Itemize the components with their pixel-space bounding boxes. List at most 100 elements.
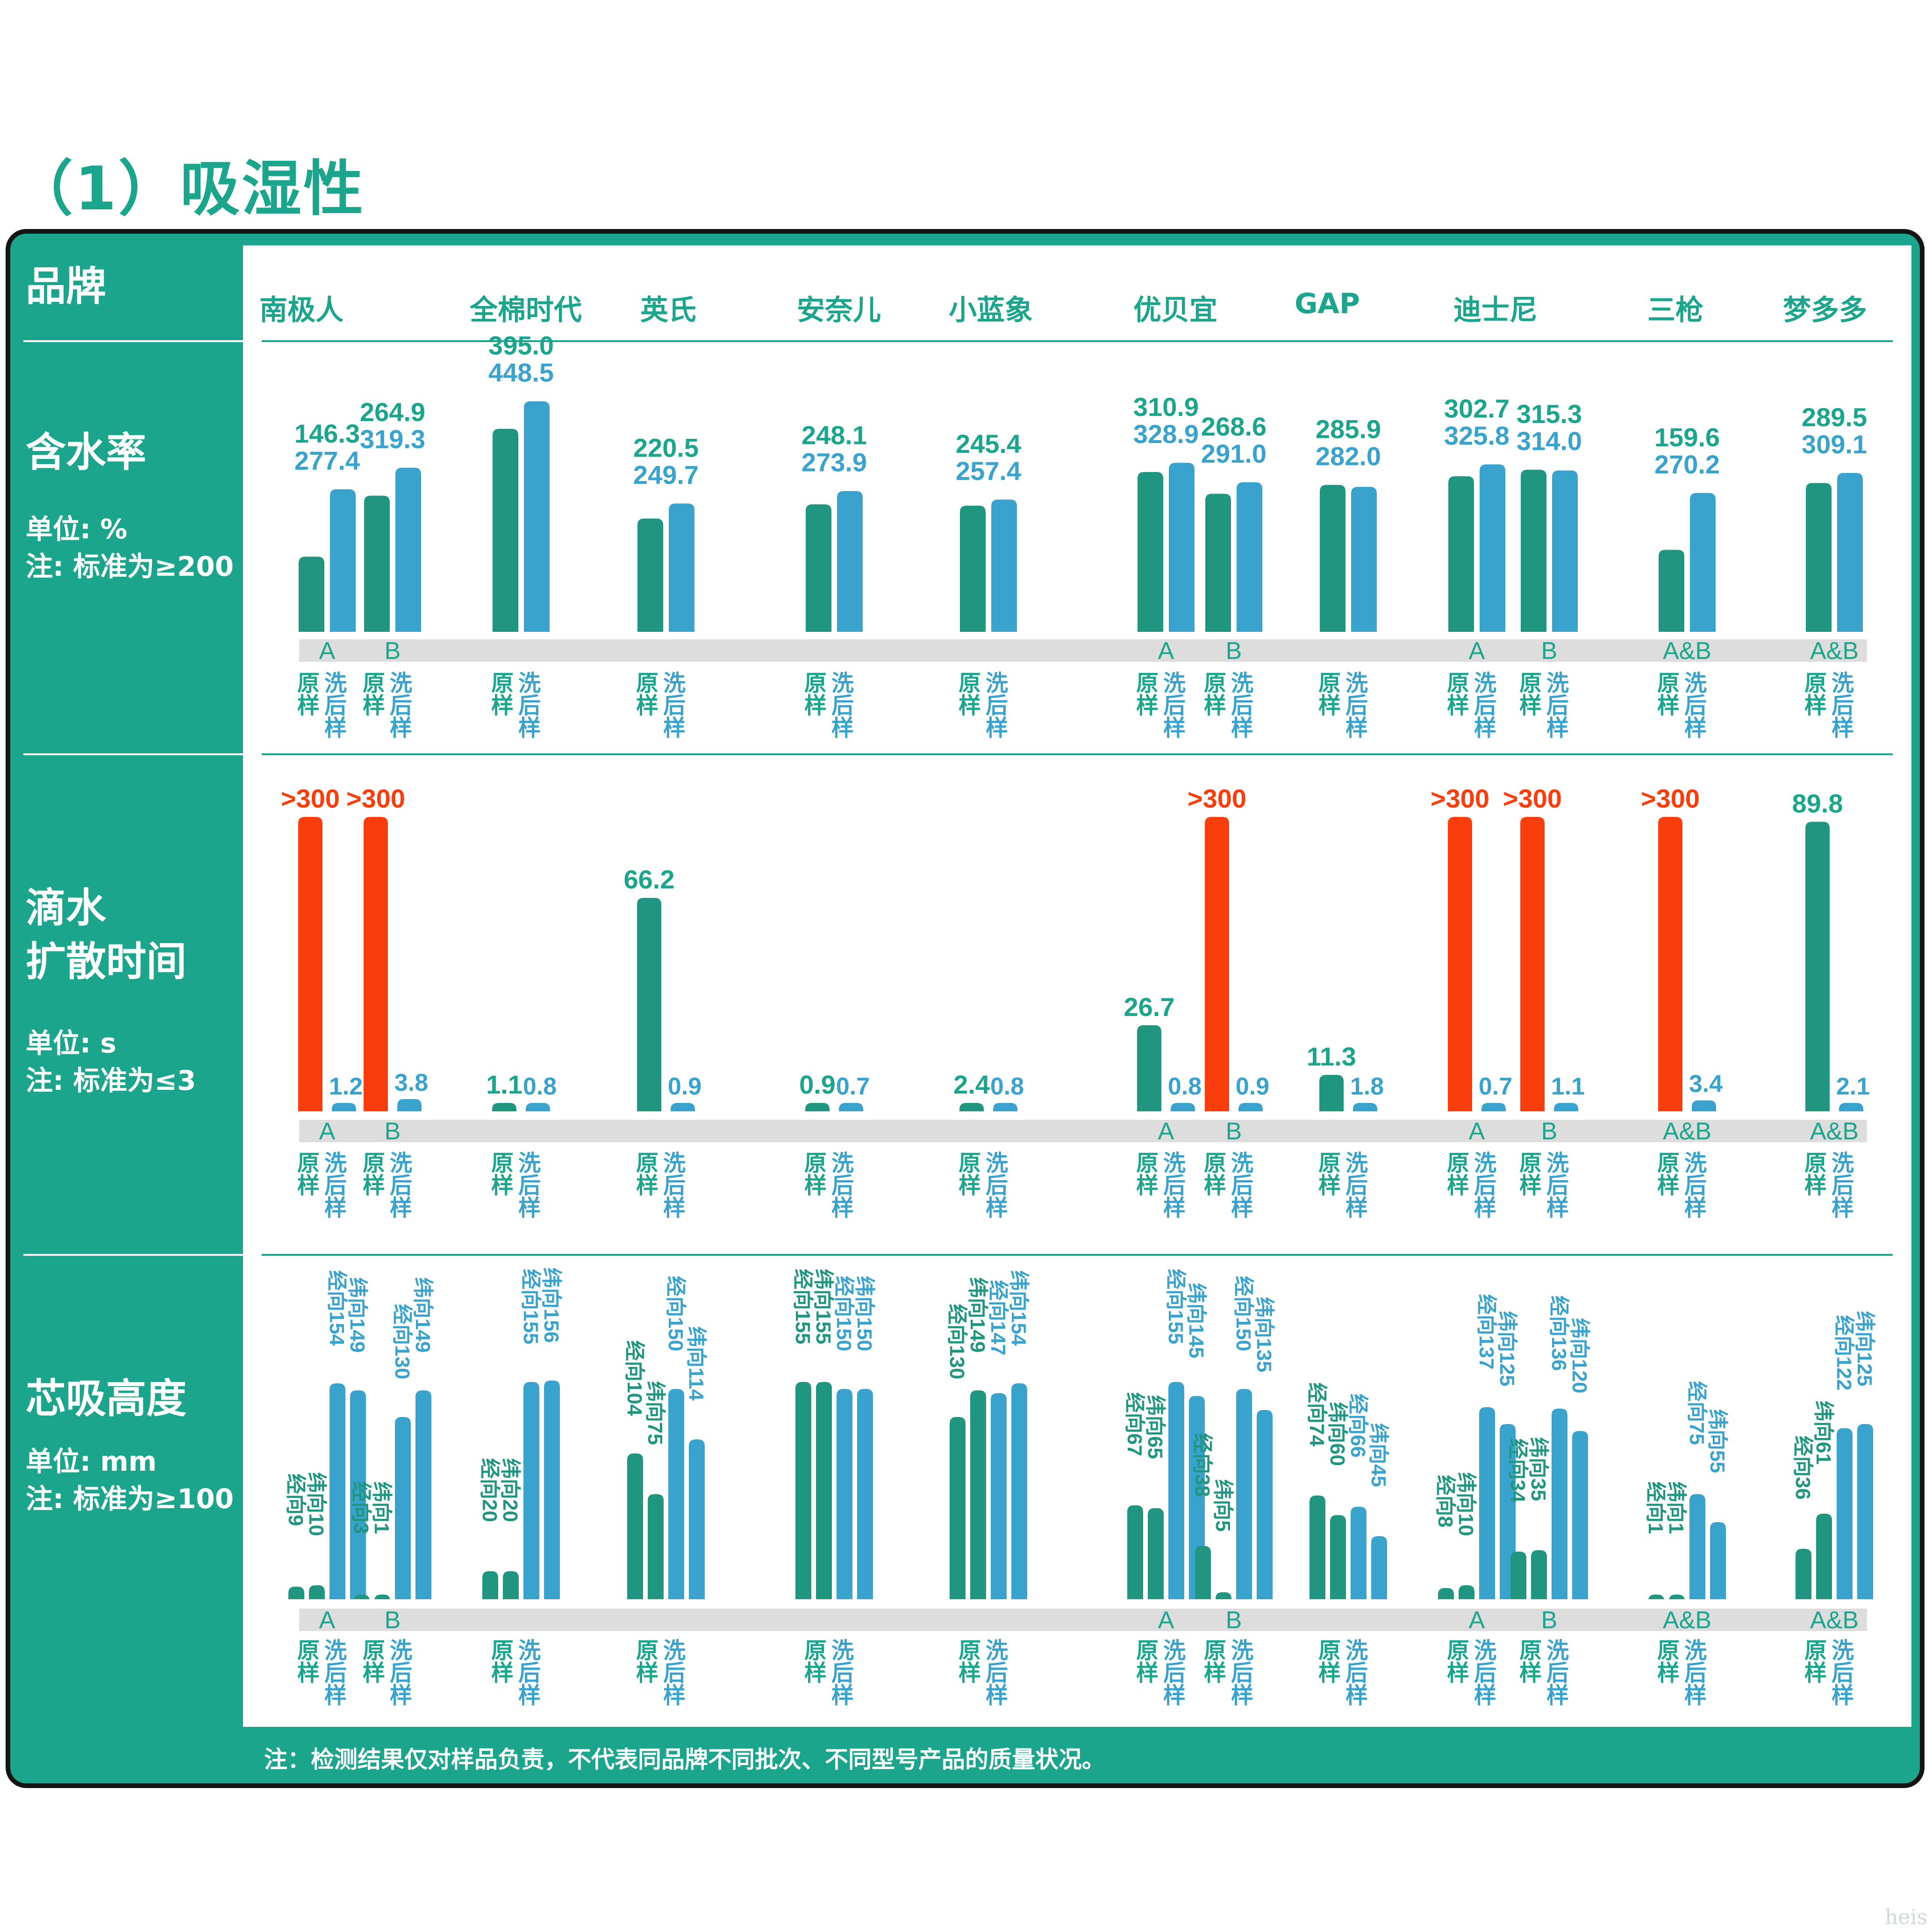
sample-label-washed: 洗 [663, 1639, 686, 1663]
variant-label: A&B [1663, 1118, 1711, 1145]
sample-label-original: 原 [1447, 1639, 1469, 1663]
sample-label-original: 原 [804, 671, 827, 696]
sample-label-washed: 后 [1345, 694, 1368, 718]
moisture-note: 注: 标准为≥200 [26, 551, 234, 582]
sample-label-original: 样 [1318, 1661, 1341, 1686]
variant-label: A&B [1810, 637, 1859, 665]
value-label-diffusion-original: 0.9 [799, 1070, 836, 1099]
sample-label-washed: 样 [663, 1196, 686, 1221]
sample-label-original: 样 [491, 1174, 514, 1198]
bar-wicking-washed-warp [1689, 1494, 1705, 1599]
value-label-wicking-washed-weft: 纬向149 [411, 1277, 434, 1352]
sample-label-washed: 后 [1231, 1661, 1253, 1686]
value-label-wicking-original-weft: 纬向1 [370, 1481, 393, 1534]
sample-label-original: 原 [491, 671, 514, 696]
bar-diffusion-washed [1554, 1103, 1578, 1111]
sample-label-original: 样 [1657, 1174, 1680, 1198]
value-label-wicking-original-warp: 经向9 [284, 1474, 307, 1526]
watermark: heis [1884, 1905, 1927, 1929]
divider [23, 753, 243, 755]
value-label-wicking-original-warp: 经向38 [1191, 1433, 1214, 1497]
bar-wicking-washed-warp [1552, 1409, 1567, 1599]
brand-header: 品牌 [26, 263, 106, 310]
variant-label: A&B [1663, 1607, 1711, 1634]
variant-band [299, 1120, 1867, 1142]
sample-label-washed: 洗 [831, 1151, 854, 1176]
value-label-moisture-original: 245.4 [956, 429, 1021, 458]
sample-label-original: 样 [1657, 1661, 1680, 1686]
value-label-diffusion-original: 89.8 [1792, 788, 1843, 818]
sample-label-washed: 后 [390, 1661, 412, 1686]
bar-diffusion-washed [332, 1103, 356, 1111]
moisture-title: 含水率 [26, 429, 146, 476]
sample-label-original: 原 [363, 671, 385, 696]
value-label-diffusion-original: >300 [1188, 784, 1246, 813]
sample-label-original: 原 [1519, 671, 1542, 696]
sample-label-washed: 洗 [324, 1151, 347, 1176]
value-label-diffusion-washed: 1.2 [329, 1073, 363, 1100]
page-title: （1）吸湿性 [13, 154, 365, 224]
brand-name: 南极人 [259, 294, 343, 327]
sample-label-washed: 洗 [1832, 671, 1854, 696]
value-label-moisture-original: 289.5 [1802, 402, 1867, 432]
bar-diffusion-original [1805, 822, 1830, 1111]
wicking-title: 芯吸高度 [26, 1375, 186, 1422]
variant-label: A [1158, 1607, 1174, 1634]
bar-diffusion-original [1137, 1025, 1161, 1111]
sample-label-original: 原 [1136, 1639, 1159, 1663]
sample-label-washed: 样 [324, 1196, 347, 1221]
sample-label-original: 原 [363, 1151, 385, 1176]
bar-wicking-original-warp [627, 1453, 643, 1599]
sample-label-washed: 样 [390, 716, 412, 741]
sample-label-washed: 样 [1684, 1683, 1707, 1708]
sample-label-original: 样 [1136, 1661, 1159, 1686]
sample-label-washed: 洗 [986, 1151, 1008, 1176]
sample-label-original: 原 [297, 1151, 320, 1176]
value-label-wicking-washed-weft: 纬向135 [1252, 1297, 1275, 1372]
value-label-diffusion-washed: 0.7 [1479, 1073, 1512, 1100]
bar-moisture-original [493, 429, 518, 632]
bar-diffusion-original [492, 1103, 516, 1111]
bar-wicking-original-weft [1216, 1592, 1231, 1599]
bar-wicking-original-warp [1438, 1588, 1454, 1599]
value-label-diffusion-washed: 1.1 [1551, 1073, 1585, 1100]
sample-label-washed: 洗 [1684, 1151, 1707, 1176]
sample-label-original: 原 [636, 1639, 658, 1663]
sample-label-washed: 样 [1546, 1683, 1569, 1708]
bar-wicking-washed-warp [1837, 1428, 1853, 1599]
bar-moisture-original [1448, 476, 1474, 632]
value-label-diffusion-original: 26.7 [1124, 992, 1175, 1022]
sample-label-original: 样 [1519, 1661, 1542, 1686]
sample-label-washed: 样 [324, 1683, 347, 1708]
value-label-moisture-original: 302.7 [1444, 394, 1510, 423]
sample-label-washed: 洗 [1163, 1639, 1186, 1663]
bar-wicking-original-warp [288, 1587, 304, 1599]
sample-label-original: 样 [636, 1174, 658, 1198]
value-label-moisture-original: 264.9 [360, 397, 425, 427]
sample-label-original: 样 [1804, 1174, 1827, 1198]
sample-label-washed: 样 [518, 716, 541, 741]
sample-label-original: 样 [297, 1174, 320, 1198]
variant-label: B [1541, 1607, 1558, 1634]
value-label-wicking-original-warp: 经向67 [1123, 1392, 1146, 1456]
bar-diffusion-original [1520, 817, 1545, 1111]
value-label-diffusion-washed: 2.1 [1836, 1073, 1870, 1100]
value-label-wicking-original-warp: 经向104 [623, 1340, 646, 1416]
bar-moisture-original [637, 518, 663, 632]
value-label-wicking-original-weft: 纬向1 [1665, 1481, 1688, 1534]
bar-moisture-washed [1837, 472, 1863, 632]
sample-label-washed: 洗 [1345, 671, 1368, 696]
bar-wicking-washed-weft [689, 1439, 705, 1599]
sample-label-washed: 后 [324, 694, 347, 718]
sample-label-washed: 样 [986, 1683, 1008, 1708]
sample-label-washed: 样 [1231, 716, 1253, 741]
bar-moisture-original [1521, 470, 1546, 632]
sample-label-original: 样 [804, 694, 827, 718]
sample-label-original: 原 [1804, 671, 1827, 696]
sample-label-washed: 后 [518, 694, 541, 718]
sample-label-original: 样 [959, 1661, 981, 1686]
variant-label: B [1226, 1118, 1242, 1145]
sample-label-original: 原 [1204, 1151, 1226, 1176]
sample-label-washed: 后 [1546, 694, 1569, 718]
sample-label-original: 原 [636, 671, 658, 696]
